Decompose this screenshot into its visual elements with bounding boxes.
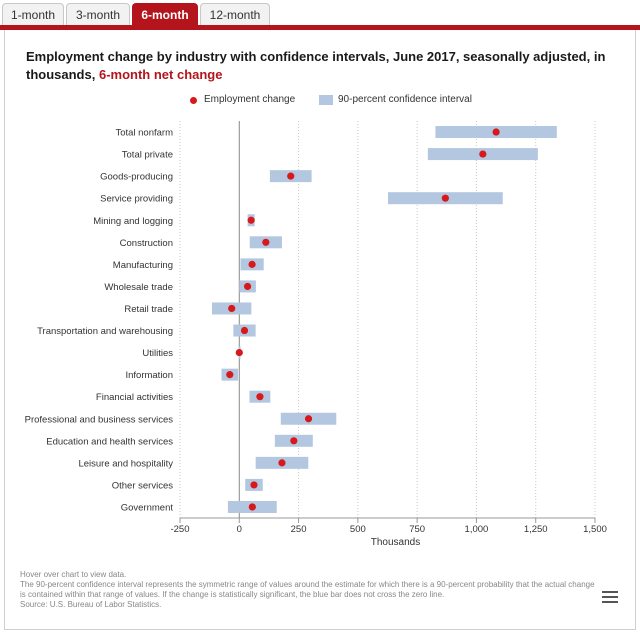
x-tick-label: 0 bbox=[237, 524, 242, 535]
x-tick-label: 1,250 bbox=[524, 524, 548, 535]
x-tick-label: 250 bbox=[291, 524, 307, 535]
category-label: Other services bbox=[112, 480, 173, 491]
note-hover-hint: Hover over chart to view data. bbox=[20, 570, 127, 579]
legend-confidence-interval: 90-percent confidence interval bbox=[338, 94, 472, 105]
chart-panel bbox=[4, 30, 636, 630]
chart-title-highlight: 6-month net change bbox=[98, 67, 223, 82]
tab-underline bbox=[0, 25, 640, 30]
tab-3-month[interactable]: 3-month bbox=[66, 3, 130, 25]
employment-change-point[interactable] bbox=[290, 437, 298, 445]
x-tick-label: 1,000 bbox=[465, 524, 489, 535]
employment-change-point[interactable] bbox=[441, 194, 449, 202]
category-label: Financial activities bbox=[96, 392, 173, 403]
employment-change-point[interactable] bbox=[278, 459, 286, 467]
period-tabs: 1-month 3-month 6-month 12-month bbox=[0, 0, 640, 26]
category-label: Total nonfarm bbox=[115, 128, 173, 139]
employment-change-point[interactable] bbox=[248, 260, 256, 268]
category-label: Mining and logging bbox=[93, 216, 173, 227]
category-label: Government bbox=[121, 502, 174, 513]
employment-change-point[interactable] bbox=[262, 238, 270, 246]
category-label: Total private bbox=[122, 150, 173, 161]
category-label: Utilities bbox=[142, 348, 173, 359]
note-confidence-explanation: The 90-percent confidence interval repre… bbox=[20, 580, 595, 599]
category-label: Information bbox=[125, 370, 173, 381]
employment-change-point[interactable] bbox=[247, 216, 255, 224]
hamburger-menu-icon[interactable] bbox=[602, 591, 618, 605]
x-tick-label: 750 bbox=[409, 524, 425, 535]
employment-change-point[interactable] bbox=[304, 415, 313, 423]
chart-title-main: Employment change by industry with confi… bbox=[26, 49, 606, 82]
legend-employment-change: Employment change bbox=[204, 94, 296, 105]
employment-change-point[interactable] bbox=[248, 503, 256, 511]
employment-change-point[interactable] bbox=[243, 282, 252, 291]
employment-change-point[interactable] bbox=[228, 304, 236, 313]
category-label: Education and health services bbox=[46, 436, 173, 447]
employment-change-point[interactable] bbox=[240, 326, 249, 335]
tab-12-month[interactable]: 12-month bbox=[200, 3, 270, 25]
employment-change-point[interactable] bbox=[235, 348, 243, 357]
legend-dot-marker bbox=[190, 97, 197, 104]
legend-interval-swatch bbox=[319, 95, 333, 105]
chart-notes: Hover over chart to view data. The 90-pe… bbox=[20, 570, 600, 610]
category-label: Wholesale trade bbox=[104, 282, 173, 293]
employment-change-point[interactable] bbox=[479, 150, 487, 158]
tab-6-month[interactable]: 6-month bbox=[132, 3, 198, 25]
category-label: Retail trade bbox=[124, 304, 173, 315]
x-tick-label: 1,500 bbox=[583, 524, 607, 535]
category-label: Transportation and warehousing bbox=[37, 326, 173, 337]
category-label: Manufacturing bbox=[113, 260, 173, 271]
category-label: Professional and business services bbox=[25, 414, 174, 425]
chart-legend: Employment change 90-percent confidence … bbox=[0, 94, 640, 110]
category-label: Construction bbox=[120, 238, 173, 249]
x-axis-title: Thousands bbox=[371, 537, 420, 548]
category-label: Service providing bbox=[100, 194, 173, 205]
x-tick-label: 500 bbox=[350, 524, 366, 535]
employment-change-point[interactable] bbox=[256, 393, 264, 401]
employment-change-point[interactable] bbox=[492, 128, 500, 136]
note-source: Source: U.S. Bureau of Labor Statistics. bbox=[20, 600, 162, 609]
category-label: Leisure and hospitality bbox=[78, 458, 173, 469]
chart-title: Employment change by industry with confi… bbox=[26, 48, 616, 84]
employment-change-point[interactable] bbox=[287, 172, 295, 180]
x-tick-label: -250 bbox=[170, 524, 189, 535]
employment-change-point[interactable] bbox=[226, 371, 234, 379]
employment-change-point[interactable] bbox=[250, 481, 258, 489]
category-label: Goods-producing bbox=[100, 172, 173, 183]
tab-1-month[interactable]: 1-month bbox=[2, 3, 64, 25]
